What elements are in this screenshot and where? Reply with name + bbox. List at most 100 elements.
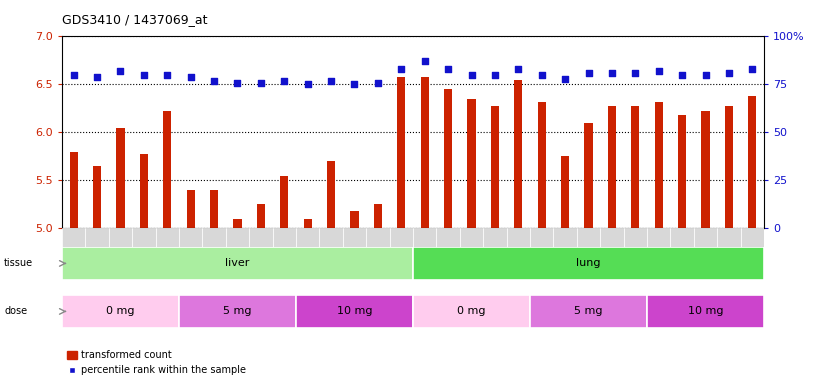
Point xyxy=(254,79,268,86)
Point xyxy=(325,78,338,84)
FancyBboxPatch shape xyxy=(601,228,624,280)
Point xyxy=(605,70,619,76)
Point xyxy=(676,72,689,78)
Bar xyxy=(444,89,452,228)
FancyBboxPatch shape xyxy=(132,228,155,280)
Text: GDS3410 / 1437069_at: GDS3410 / 1437069_at xyxy=(62,13,207,26)
Legend: transformed count, percentile rank within the sample: transformed count, percentile rank withi… xyxy=(67,351,246,375)
Point xyxy=(301,81,314,88)
Point xyxy=(558,76,572,82)
Text: liver: liver xyxy=(225,258,249,268)
FancyBboxPatch shape xyxy=(62,247,413,280)
Bar xyxy=(725,106,733,228)
FancyBboxPatch shape xyxy=(343,228,366,280)
Text: 10 mg: 10 mg xyxy=(688,306,724,316)
FancyBboxPatch shape xyxy=(577,228,601,280)
Bar xyxy=(678,115,686,228)
Point xyxy=(207,78,221,84)
FancyBboxPatch shape xyxy=(647,295,764,328)
Text: 0 mg: 0 mg xyxy=(458,306,486,316)
FancyBboxPatch shape xyxy=(179,228,202,280)
Bar xyxy=(164,111,171,228)
Point xyxy=(67,72,80,78)
Bar xyxy=(561,157,569,228)
FancyBboxPatch shape xyxy=(413,295,530,328)
Bar xyxy=(515,80,522,228)
Bar xyxy=(140,154,148,228)
Text: dose: dose xyxy=(4,306,27,316)
Bar xyxy=(585,123,592,228)
Bar xyxy=(210,190,218,228)
Bar xyxy=(116,127,125,228)
FancyBboxPatch shape xyxy=(413,247,764,280)
FancyBboxPatch shape xyxy=(436,228,460,280)
Text: tissue: tissue xyxy=(4,258,33,268)
Text: 0 mg: 0 mg xyxy=(107,306,135,316)
FancyBboxPatch shape xyxy=(296,228,320,280)
Text: lung: lung xyxy=(577,258,601,268)
Point xyxy=(137,72,150,78)
FancyBboxPatch shape xyxy=(273,228,296,280)
Bar xyxy=(350,211,358,228)
FancyBboxPatch shape xyxy=(109,228,132,280)
Bar xyxy=(655,102,662,228)
FancyBboxPatch shape xyxy=(717,228,741,280)
FancyBboxPatch shape xyxy=(179,295,296,328)
Point xyxy=(582,70,595,76)
FancyBboxPatch shape xyxy=(62,228,85,280)
Point xyxy=(160,72,173,78)
Point xyxy=(652,68,665,74)
Bar xyxy=(420,77,429,228)
Point xyxy=(348,81,361,88)
Bar xyxy=(608,106,616,228)
FancyBboxPatch shape xyxy=(296,295,413,328)
FancyBboxPatch shape xyxy=(694,228,717,280)
Bar xyxy=(93,166,101,228)
Point xyxy=(395,66,408,72)
Text: 5 mg: 5 mg xyxy=(574,306,603,316)
Point xyxy=(722,70,735,76)
FancyBboxPatch shape xyxy=(249,228,273,280)
Point xyxy=(629,70,642,76)
FancyBboxPatch shape xyxy=(320,228,343,280)
FancyBboxPatch shape xyxy=(741,228,764,280)
Point xyxy=(488,72,501,78)
FancyBboxPatch shape xyxy=(155,228,179,280)
FancyBboxPatch shape xyxy=(460,228,483,280)
Point xyxy=(465,72,478,78)
Point xyxy=(372,79,385,86)
Bar xyxy=(187,190,195,228)
Bar xyxy=(631,106,639,228)
Bar xyxy=(538,102,546,228)
Bar xyxy=(468,99,476,228)
FancyBboxPatch shape xyxy=(647,228,671,280)
Bar xyxy=(374,204,382,228)
Bar xyxy=(304,219,311,228)
Bar xyxy=(491,106,499,228)
Point xyxy=(511,66,525,72)
FancyBboxPatch shape xyxy=(553,228,577,280)
FancyBboxPatch shape xyxy=(506,228,530,280)
FancyBboxPatch shape xyxy=(85,228,109,280)
Point xyxy=(230,79,244,86)
Point xyxy=(535,72,548,78)
Point xyxy=(418,58,431,65)
Text: 5 mg: 5 mg xyxy=(223,306,252,316)
FancyBboxPatch shape xyxy=(202,228,225,280)
Bar xyxy=(327,161,335,228)
FancyBboxPatch shape xyxy=(624,228,647,280)
FancyBboxPatch shape xyxy=(225,228,249,280)
Bar xyxy=(701,111,710,228)
FancyBboxPatch shape xyxy=(413,228,436,280)
Point xyxy=(278,78,291,84)
Point xyxy=(114,68,127,74)
FancyBboxPatch shape xyxy=(530,228,553,280)
FancyBboxPatch shape xyxy=(366,228,390,280)
Point xyxy=(699,72,712,78)
Bar xyxy=(280,176,288,228)
Bar xyxy=(69,152,78,228)
Bar xyxy=(397,77,406,228)
Point xyxy=(184,74,197,80)
FancyBboxPatch shape xyxy=(671,228,694,280)
Point xyxy=(441,66,454,72)
